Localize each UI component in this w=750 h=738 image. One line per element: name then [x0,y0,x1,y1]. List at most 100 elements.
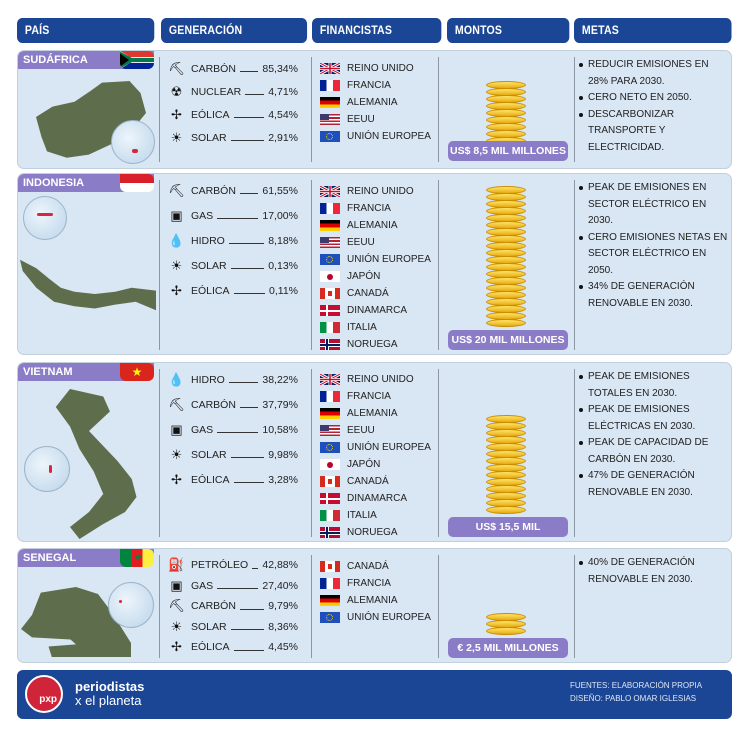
funder-name: EEUU [347,425,375,436]
header-montos: MONTOS [447,18,570,43]
energy-row: 💧 HIDRO 8,18% [168,228,298,253]
flag-vietnam-icon: ★ [120,363,154,381]
flag-usa-icon [320,237,340,248]
solar-panel-icon: ☀ [170,618,183,634]
funder-name: CANADÁ [347,476,389,487]
energy-pct: 8,18% [268,234,298,247]
funders-list: REINO UNIDO FRANCIA ALEMANIA EEUU UNIÓN … [320,183,445,353]
amount-value: € 2,5 MIL MILLONES [457,642,559,654]
funders-list: REINO UNIDO FRANCIA ALEMANIA EEUU UNIÓN … [320,60,445,145]
globe-locator [111,120,155,164]
header-label: FINANCISTAS [319,23,393,37]
country-row-sudafrica: SUDÁFRICA ⛏ CARBÓN 85,34% ☢ NUCLEAR 4,71% ✢ E… [17,50,732,169]
energy-row: ☀ SOLAR 9,98% [168,442,298,467]
coal-cart-icon: ⛏ [168,182,185,198]
logo-text: pxp [39,694,57,705]
flag-eu-icon [320,254,340,265]
flag-norway-icon [320,527,340,538]
footer: pxp periodistas x el planeta FUENTES: EL… [17,670,732,719]
funder-name: EEUU [347,114,375,125]
energy-pct: 9,79% [268,600,298,613]
funder-item: CANADÁ [320,558,445,575]
funder-item: ALEMANIA [320,592,445,609]
energy-label: EÓLICA [191,473,230,486]
funder-name: UNIÓN EUROPEA [347,254,431,265]
energy-row: ⛽ PETRÓLEO 42,88% [168,555,298,576]
energy-pct: 2,91% [268,131,298,144]
design-credit: DISEÑO: PABLO OMAR IGLESIAS [570,694,697,703]
gas-tank-icon: ▣ [170,207,183,223]
funder-item: EEUU [320,234,445,251]
funder-name: FRANCIA [347,391,391,402]
funder-name: NORUEGA [347,339,398,350]
energy-row: ▣ GAS 10,58% [168,417,298,442]
energy-row: ☀ SOLAR 8,36% [168,617,298,638]
goal-item: 47% DE GENERACIÓN RENOVABLE EN 2030. [578,468,730,501]
header-generacion: GENERACIÓN ENERGÉTICA [161,18,308,62]
flag-germany-icon [320,595,340,606]
energy-pct: 0,13% [268,259,298,272]
water-drop-icon: 💧 [168,371,185,387]
energy-pct: 37,79% [262,398,298,411]
amount-value: US$ 20 MIL MILLONES [451,334,565,346]
wind-turbine-icon: ✢ [171,471,182,487]
flag-germany-icon [320,408,340,419]
solar-panel-icon: ☀ [170,446,183,462]
flag-italy-icon [320,510,340,521]
country-name: VIETNAM [23,366,73,378]
funders-list: CANADÁ FRANCIA ALEMANIA UNIÓN EUROPEA [320,558,445,626]
energy-row: ⛏ CARBÓN 37,79% [168,392,298,417]
energy-list: ⛽ PETRÓLEO 42,88% ▣ GAS 27,40% ⛏ CARBÓN 9,79% … [168,555,298,658]
goal-item: 34% DE GENERACIÓN RENOVABLE EN 2030. [578,279,730,312]
goal-item: PEAK DE CAPACIDAD DE CARBÓN EN 2030. [578,435,730,468]
energy-row: ▣ GAS 17,00% [168,203,298,228]
flag-senegal-icon: ★ [120,549,154,567]
country-row-indonesia: INDONESIA ⛏ CARBÓN 61,55% ▣ GAS 17,00% 💧 HIDR… [17,173,732,355]
funder-item: REINO UNIDO [320,183,445,200]
energy-label: CARBÓN [191,184,236,197]
header-financistas: FINANCISTAS [312,18,442,43]
funder-item: UNIÓN EUROPEA [320,439,445,456]
funder-item: EEUU [320,111,445,128]
funder-name: FRANCIA [347,80,391,91]
funder-name: CANADÁ [347,288,389,299]
energy-label: GAS [191,209,214,222]
energy-pct: 38,22% [262,373,298,386]
gas-tank-icon: ▣ [170,421,183,437]
funder-item: JAPÓN [320,456,445,473]
energy-label: SOLAR [191,131,227,144]
funder-name: ITALIA [347,510,377,521]
energy-pct: 9,98% [268,448,298,461]
flag-italy-icon [320,322,340,333]
funder-name: REINO UNIDO [347,186,414,197]
energy-row: ⛏ CARBÓN 9,79% [168,596,298,617]
energy-label: CARBÓN [191,600,236,613]
energy-pct: 3,28% [268,473,298,486]
goal-item: REDUCIR EMISIONES EN 28% PARA 2030. [578,57,730,90]
funder-item: ITALIA [320,507,445,524]
goal-item: PEAK DE EMISIONES TOTALES EN 2030. [578,369,730,402]
goal-item: PEAK DE EMISIONES EN SECTOR ELÉCTRICO EN… [578,180,730,230]
goals-list: 40% DE GENERACIÓN RENOVABLE EN 2030. [578,555,730,588]
wind-turbine-icon: ✢ [171,106,182,122]
flag-japan-icon [320,271,340,282]
flag-france-icon [320,203,340,214]
funder-name: ALEMANIA [347,408,398,419]
globe-locator [24,446,70,492]
energy-pct: 8,36% [268,620,298,633]
amount-badge: US$ 8,5 MIL MILLONES [448,141,568,161]
goal-item: PEAK DE EMISIONES ELÉCTRICAS EN 2030. [578,402,730,435]
funder-name: ALEMANIA [347,595,398,606]
header-label: METAS [581,23,619,37]
goal-item: CERO NETO EN 2050. [578,90,730,107]
oil-pump-icon: ⛽ [168,557,185,573]
flag-eu-icon [320,131,340,142]
energy-label: SOLAR [191,448,227,461]
funder-name: ALEMANIA [347,220,398,231]
energy-label: SOLAR [191,620,227,633]
energy-label: SOLAR [191,259,227,272]
funder-item: NORUEGA [320,336,445,353]
coin-stack-icon [486,613,526,637]
goals-list: PEAK DE EMISIONES EN SECTOR ELÉCTRICO EN… [578,180,730,312]
coin-stack-icon [486,81,526,149]
